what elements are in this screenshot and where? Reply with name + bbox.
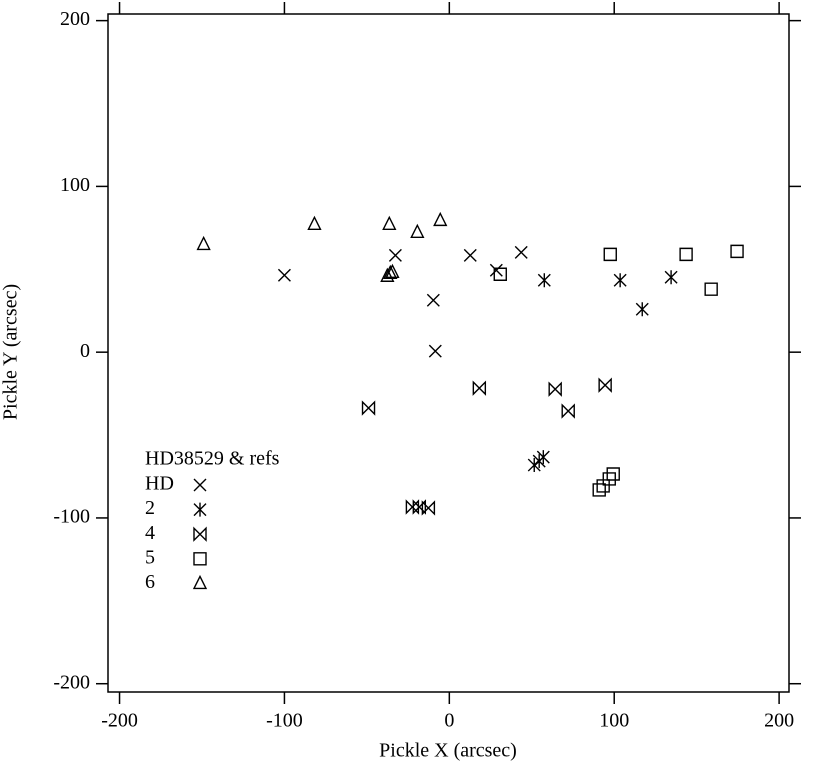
point [433,211,448,227]
point [405,499,420,515]
x-axis-label: Pickle X (arcsec) [379,740,517,762]
point [598,377,612,393]
x-tick-label: 0 [444,710,454,732]
y-tick-label: 100 [60,174,90,196]
x-tick-label: -200 [101,710,138,732]
x-tick-label: -100 [266,710,303,732]
point [412,499,427,515]
point [277,268,291,282]
point [536,450,550,465]
legend-label: HD [145,473,174,495]
x-tick-label: 100 [599,710,629,732]
point [428,344,442,358]
point [596,479,610,493]
point [361,400,376,416]
point [380,267,395,282]
point [307,215,322,231]
point [613,273,627,288]
point [382,215,397,231]
point [493,267,507,281]
point [602,472,616,486]
point [537,273,551,288]
x-tick-label: 200 [764,710,794,732]
point [388,248,402,262]
point [635,302,649,317]
legend-title: HD38529 & refs [145,448,280,470]
point [548,381,562,397]
point [514,245,528,259]
point [472,380,487,396]
point [410,223,425,239]
point [196,235,211,251]
point [561,403,575,419]
point [383,264,398,279]
y-tick-label: -100 [53,506,90,528]
legend-marker [193,502,207,517]
point [704,282,718,296]
point [679,247,693,262]
y-tick-label: 200 [60,8,90,30]
point [426,293,440,307]
point [463,248,477,262]
point [664,270,678,285]
legend-marker [193,552,207,566]
y-axis-label: Pickle Y (arcsec) [0,284,22,420]
legend-label: 5 [145,546,155,568]
point [489,263,503,277]
plot-frame [107,13,790,693]
legend-label: 4 [145,522,155,544]
point [603,247,617,262]
point [730,244,744,259]
point [385,263,400,278]
point [421,500,436,516]
point [606,467,620,481]
legend-marker [192,574,208,590]
point [592,483,606,497]
legend-label: 2 [145,497,155,519]
legend-marker [193,478,207,492]
legend-marker [193,526,207,542]
legend-label: 6 [145,571,155,593]
y-tick-label: -200 [53,671,90,693]
y-tick-label: 0 [80,340,90,362]
